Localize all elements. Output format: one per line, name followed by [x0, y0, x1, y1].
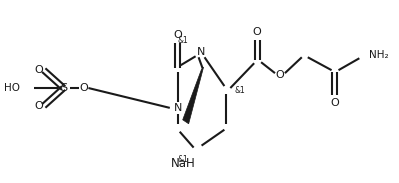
- Text: HO: HO: [4, 83, 20, 93]
- Text: O: O: [276, 70, 284, 80]
- Polygon shape: [183, 67, 203, 124]
- Text: &1: &1: [178, 36, 189, 45]
- Text: O: O: [253, 27, 261, 38]
- Text: &1: &1: [177, 155, 188, 164]
- Text: O: O: [330, 98, 339, 108]
- Text: O: O: [34, 101, 43, 111]
- Text: S: S: [60, 83, 67, 93]
- Text: O: O: [34, 65, 43, 75]
- Text: O: O: [174, 30, 182, 40]
- Text: NaH: NaH: [171, 157, 196, 170]
- Text: O: O: [79, 83, 88, 93]
- Text: NH₂: NH₂: [369, 50, 389, 60]
- Text: N: N: [196, 47, 205, 57]
- Text: N: N: [174, 103, 182, 113]
- Text: &1: &1: [234, 85, 245, 94]
